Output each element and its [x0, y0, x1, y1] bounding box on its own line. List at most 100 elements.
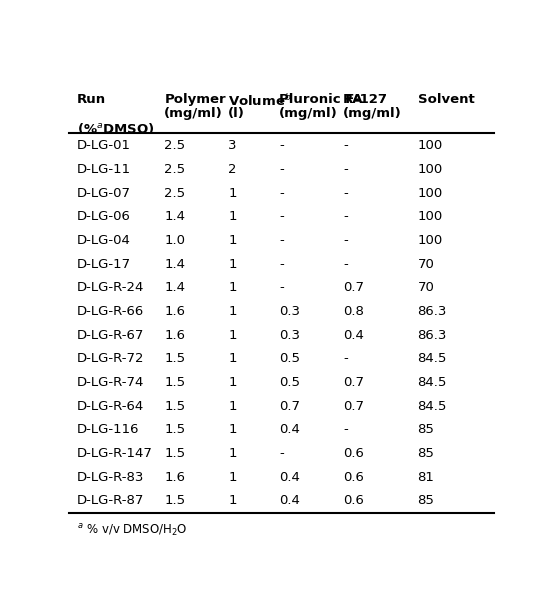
Text: -: - [343, 234, 348, 247]
Text: -: - [343, 210, 348, 223]
Text: 1.5: 1.5 [164, 447, 186, 460]
Text: 0.3: 0.3 [279, 329, 300, 342]
Text: -: - [343, 139, 348, 152]
Text: 1: 1 [228, 423, 237, 437]
Text: -: - [343, 163, 348, 176]
Text: 1.5: 1.5 [164, 352, 186, 365]
Text: 100: 100 [417, 163, 442, 176]
Text: D-LG-R-67: D-LG-R-67 [77, 329, 144, 342]
Text: -: - [343, 257, 348, 271]
Text: 85: 85 [417, 423, 434, 437]
Text: D-LG-04: D-LG-04 [77, 234, 131, 247]
Text: 0.7: 0.7 [343, 282, 364, 294]
Text: D-LG-R-64: D-LG-R-64 [77, 400, 144, 412]
Text: 1: 1 [228, 186, 237, 200]
Text: -: - [279, 282, 284, 294]
Text: 70: 70 [417, 257, 434, 271]
Text: 1: 1 [228, 234, 237, 247]
Text: 100: 100 [417, 186, 442, 200]
Text: 85: 85 [417, 494, 434, 508]
Text: (mg/ml): (mg/ml) [279, 107, 338, 120]
Text: 1: 1 [228, 305, 237, 318]
Text: D-LG-11: D-LG-11 [77, 163, 131, 176]
Text: 1.6: 1.6 [164, 305, 186, 318]
Text: -: - [343, 186, 348, 200]
Text: 1: 1 [228, 210, 237, 223]
Text: Pluronic F-127: Pluronic F-127 [279, 93, 387, 106]
Text: 0.6: 0.6 [343, 471, 364, 484]
Text: 1: 1 [228, 400, 237, 412]
Text: 100: 100 [417, 234, 442, 247]
Text: 70: 70 [417, 282, 434, 294]
Text: 1.5: 1.5 [164, 400, 186, 412]
Text: Polymer: Polymer [164, 93, 226, 106]
Text: 2: 2 [228, 163, 237, 176]
Text: D-LG-R-83: D-LG-R-83 [77, 471, 144, 484]
Text: Solvent: Solvent [417, 93, 474, 106]
Text: D-LG-R-72: D-LG-R-72 [77, 352, 144, 365]
Text: D-LG-R-74: D-LG-R-74 [77, 376, 144, 389]
Text: 0.4: 0.4 [279, 471, 300, 484]
Text: (mg/ml): (mg/ml) [343, 107, 402, 120]
Text: 1.5: 1.5 [164, 494, 186, 508]
Text: D-LG-17: D-LG-17 [77, 257, 131, 271]
Text: D-LG-116: D-LG-116 [77, 423, 139, 437]
Text: 0.3: 0.3 [279, 305, 300, 318]
Text: -: - [279, 210, 284, 223]
Text: 1: 1 [228, 352, 237, 365]
Text: 0.7: 0.7 [343, 376, 364, 389]
Text: D-LG-R-66: D-LG-R-66 [77, 305, 144, 318]
Text: 84.5: 84.5 [417, 400, 447, 412]
Text: D-LG-06: D-LG-06 [77, 210, 131, 223]
Text: -: - [279, 139, 284, 152]
Text: 1: 1 [228, 376, 237, 389]
Text: D-LG-01: D-LG-01 [77, 139, 131, 152]
Text: 1: 1 [228, 471, 237, 484]
Text: D-LG-R-24: D-LG-R-24 [77, 282, 144, 294]
Text: (mg/ml): (mg/ml) [164, 107, 223, 120]
Text: 0.4: 0.4 [279, 423, 300, 437]
Text: RA: RA [343, 93, 363, 106]
Text: Run: Run [77, 93, 107, 106]
Text: 1.4: 1.4 [164, 257, 186, 271]
Text: 0.4: 0.4 [343, 329, 364, 342]
Text: 0.7: 0.7 [343, 400, 364, 412]
Text: 81: 81 [417, 471, 434, 484]
Text: 1: 1 [228, 282, 237, 294]
Text: 85: 85 [417, 447, 434, 460]
Text: $^a$ % v/v DMSO/H$_2$O: $^a$ % v/v DMSO/H$_2$O [77, 523, 188, 539]
Text: 2.5: 2.5 [164, 163, 186, 176]
Text: -: - [279, 186, 284, 200]
Text: D-LG-R-147: D-LG-R-147 [77, 447, 153, 460]
Text: -: - [279, 163, 284, 176]
Text: 84.5: 84.5 [417, 376, 447, 389]
Text: 84.5: 84.5 [417, 352, 447, 365]
Text: -: - [279, 234, 284, 247]
Text: 2.5: 2.5 [164, 186, 186, 200]
Text: (l): (l) [228, 107, 245, 120]
Text: 1.6: 1.6 [164, 329, 186, 342]
Text: -: - [279, 447, 284, 460]
Text: 0.7: 0.7 [279, 400, 300, 412]
Text: 0.8: 0.8 [343, 305, 364, 318]
Text: 1.5: 1.5 [164, 376, 186, 389]
Text: 100: 100 [417, 139, 442, 152]
Text: 86.3: 86.3 [417, 329, 447, 342]
Text: 0.4: 0.4 [279, 494, 300, 508]
Text: 0.5: 0.5 [279, 352, 300, 365]
Text: D-LG-R-87: D-LG-R-87 [77, 494, 144, 508]
Text: 0.6: 0.6 [343, 447, 364, 460]
Text: 1.0: 1.0 [164, 234, 186, 247]
Text: 100: 100 [417, 210, 442, 223]
Text: 3: 3 [228, 139, 237, 152]
Text: (%$^a$DMSO): (%$^a$DMSO) [77, 121, 155, 136]
Text: D-LG-07: D-LG-07 [77, 186, 131, 200]
Text: -: - [279, 257, 284, 271]
Text: 2.5: 2.5 [164, 139, 186, 152]
Text: 1: 1 [228, 447, 237, 460]
Text: 1: 1 [228, 257, 237, 271]
Text: 86.3: 86.3 [417, 305, 447, 318]
Text: 1.4: 1.4 [164, 282, 186, 294]
Text: 1: 1 [228, 494, 237, 508]
Text: 0.6: 0.6 [343, 494, 364, 508]
